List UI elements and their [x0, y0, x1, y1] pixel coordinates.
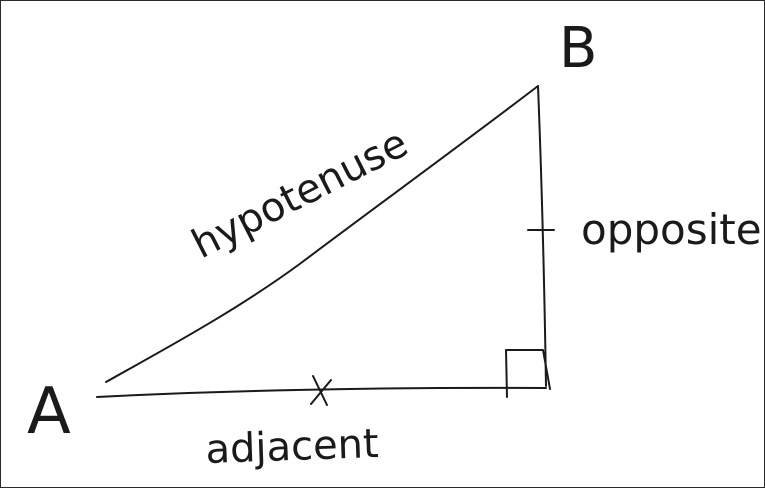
vertex-label-b: B [559, 16, 597, 81]
adjacent-line [96, 386, 547, 398]
adjacent-label: adjacent [205, 421, 380, 473]
right-angle-marker [505, 349, 551, 398]
hypotenuse-label: hypotenuse [185, 120, 416, 268]
hypotenuse-line [105, 85, 539, 383]
opposite-line [537, 85, 547, 387]
vertex-label-a: A [27, 375, 71, 449]
opposite-label: opposite [581, 205, 762, 254]
adjacent-cross-mark [310, 375, 332, 406]
